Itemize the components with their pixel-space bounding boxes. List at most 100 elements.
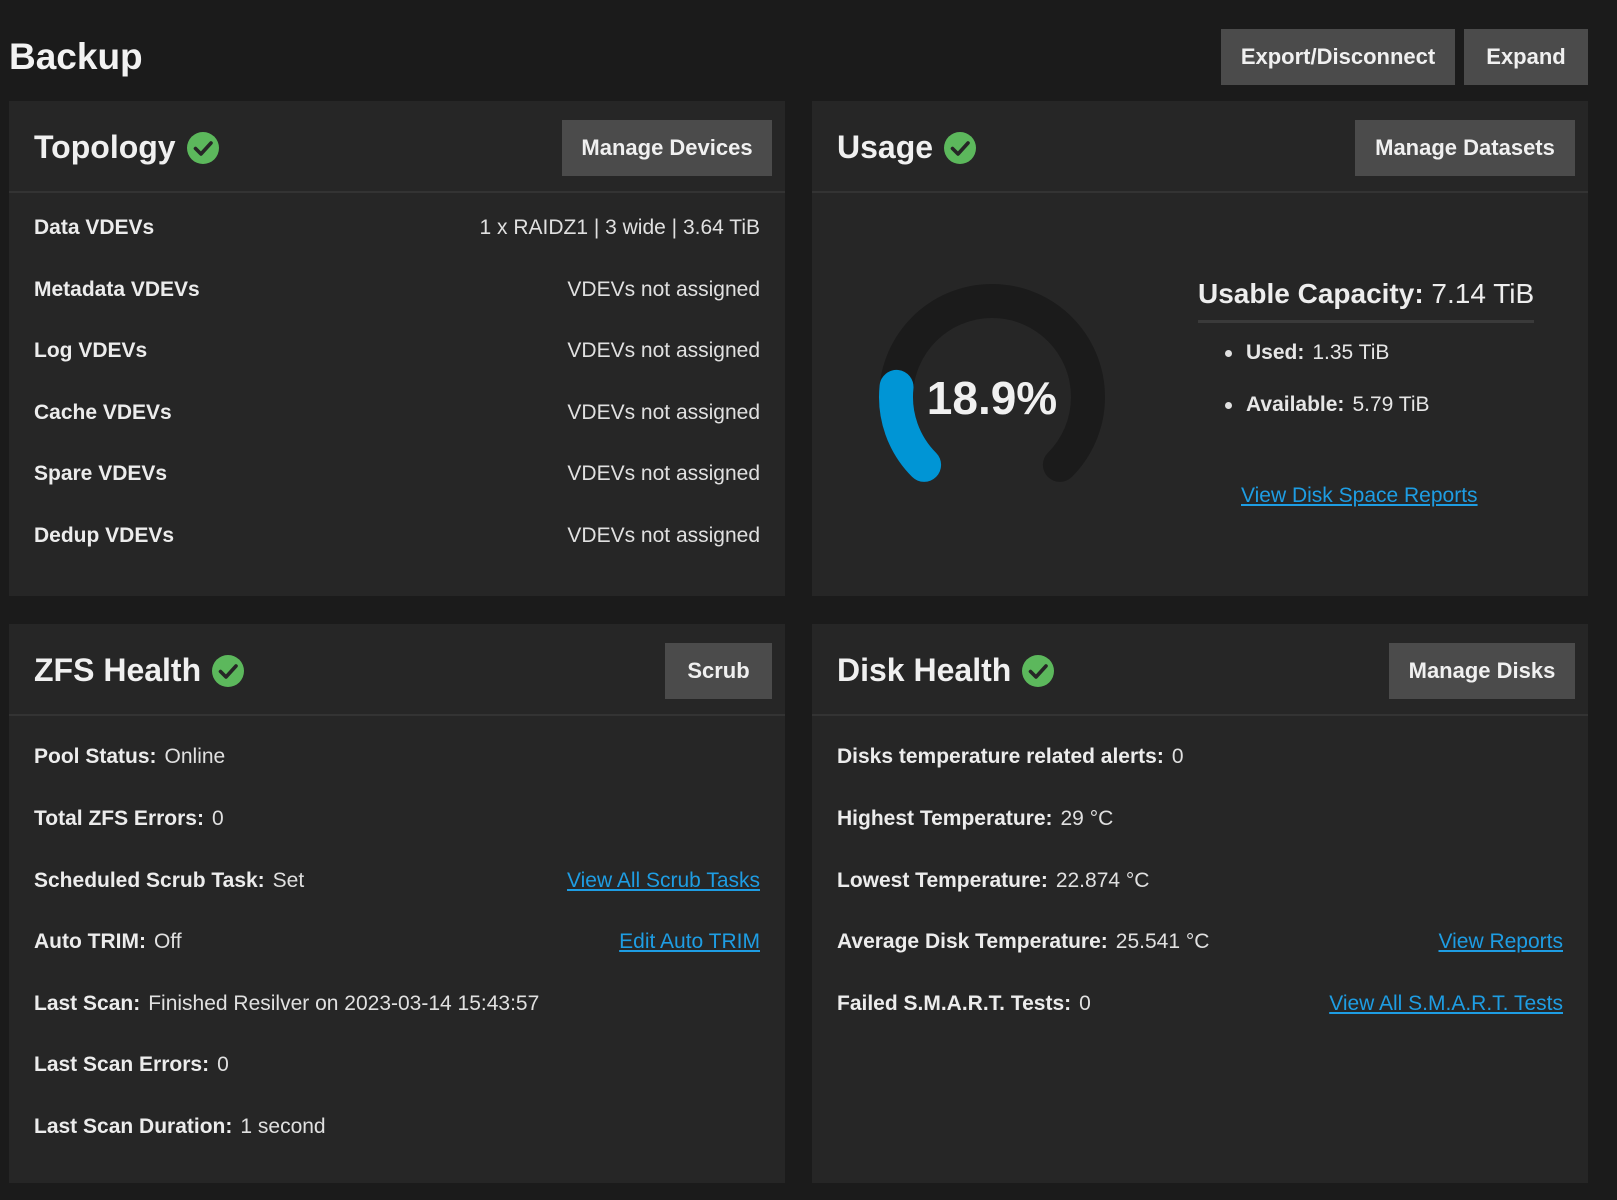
- last-scan-errors-label: Last Scan Errors:: [34, 1053, 210, 1076]
- export-disconnect-button[interactable]: Export/Disconnect: [1221, 29, 1455, 85]
- pool-status-row: Pool Status: Online: [34, 742, 760, 772]
- available-value: 5.79 TiB: [1352, 393, 1430, 416]
- disk-health-header: Disk Health Manage Disks: [812, 624, 1588, 716]
- failed-smart-row: Failed S.M.A.R.T. Tests: 0 View All S.M.…: [837, 989, 1563, 1019]
- topology-row-value: VDEVs not assigned: [567, 339, 760, 362]
- usage-header: Usage Manage Datasets: [812, 101, 1588, 193]
- temp-alerts-label: Disks temperature related alerts:: [837, 745, 1164, 768]
- check-circle-icon: [212, 654, 245, 687]
- used-label: Used:: [1246, 341, 1305, 364]
- scheduled-scrub-value: Set: [272, 869, 305, 892]
- usable-capacity: Usable Capacity: 7.14 TiB: [1198, 278, 1535, 323]
- gauge-value: [879, 369, 942, 482]
- last-scan-value: Finished Resilver on 2023-03-14 15:43:57: [148, 992, 540, 1015]
- lowest-temp-row: Lowest Temperature: 22.874 °C: [837, 866, 1563, 896]
- scrub-button[interactable]: Scrub: [665, 643, 772, 699]
- auto-trim-label: Auto TRIM:: [34, 930, 146, 953]
- check-circle-icon: [944, 131, 977, 164]
- topology-row-label: Metadata VDEVs: [34, 277, 200, 301]
- highest-temp-label: Highest Temperature:: [837, 807, 1053, 830]
- available-label: Available:: [1246, 393, 1345, 416]
- topology-row: Cache VDEVs VDEVs not assigned: [34, 398, 760, 428]
- zfs-health-title: ZFS Health: [34, 652, 245, 689]
- view-disk-space-reports-link[interactable]: View Disk Space Reports: [1241, 484, 1478, 507]
- usage-card: Usage Manage Datasets 18.9% Usable Capac…: [812, 101, 1588, 596]
- failed-smart-value: 0: [1079, 992, 1091, 1015]
- auto-trim-row: Auto TRIM: Off Edit Auto TRIM: [34, 927, 760, 957]
- usage-gauge: 18.9%: [879, 284, 1105, 482]
- edit-auto-trim-link[interactable]: Edit Auto TRIM: [619, 930, 760, 953]
- topology-header: Topology Manage Devices: [9, 101, 785, 193]
- pool-title: Backup: [9, 36, 143, 77]
- check-circle-icon: [1022, 654, 1055, 687]
- usage-title: Usage: [837, 129, 977, 166]
- manage-devices-button[interactable]: Manage Devices: [562, 120, 772, 176]
- highest-temp-value: 29 °C: [1060, 807, 1114, 830]
- bullet-icon: [1225, 401, 1232, 409]
- highest-temp-row: Highest Temperature: 29 °C: [837, 804, 1563, 834]
- auto-trim-value: Off: [153, 930, 182, 953]
- temp-alerts-row: Disks temperature related alerts: 0: [837, 742, 1563, 772]
- topology-row-value: VDEVs not assigned: [567, 462, 760, 485]
- zfs-health-header: ZFS Health Scrub: [9, 624, 785, 716]
- expand-button[interactable]: Expand: [1464, 29, 1588, 85]
- topology-row: Spare VDEVs VDEVs not assigned: [34, 459, 760, 489]
- last-scan-label: Last Scan:: [34, 992, 141, 1015]
- usable-capacity-label: Usable Capacity:: [1198, 278, 1424, 309]
- disk-health-card: Disk Health Manage Disks Disks temperatu…: [812, 624, 1588, 1183]
- average-temp-row: Average Disk Temperature: 25.541 °C View…: [837, 927, 1563, 957]
- last-scan-duration-label: Last Scan Duration:: [34, 1115, 233, 1138]
- last-scan-errors-row: Last Scan Errors: 0: [34, 1050, 760, 1080]
- average-temp-value: 25.541 °C: [1115, 930, 1210, 953]
- zfs-health-card: ZFS Health Scrub Pool Status: Online Tot…: [9, 624, 785, 1183]
- zfs-health-title-text: ZFS Health: [34, 652, 202, 688]
- topology-row-value: 1 x RAIDZ1 | 3 wide | 3.64 TiB: [479, 216, 760, 239]
- lowest-temp-value: 22.874 °C: [1055, 869, 1150, 892]
- gauge-percent-label: 18.9%: [927, 372, 1057, 424]
- total-zfs-errors-label: Total ZFS Errors:: [34, 807, 204, 830]
- view-reports-link[interactable]: View Reports: [1438, 930, 1563, 953]
- pool-status-label: Pool Status:: [34, 745, 157, 768]
- view-all-smart-tests-link[interactable]: View All S.M.A.R.T. Tests: [1329, 992, 1563, 1015]
- disk-health-title: Disk Health: [837, 652, 1055, 689]
- manage-disks-button[interactable]: Manage Disks: [1389, 643, 1575, 699]
- topology-row-value: VDEVs not assigned: [567, 523, 760, 547]
- topology-title-text: Topology: [34, 129, 176, 165]
- view-all-scrub-tasks-link[interactable]: View All Scrub Tasks: [567, 869, 760, 892]
- scheduled-scrub-row: Scheduled Scrub Task: Set View All Scrub…: [34, 866, 760, 896]
- topology-row: Metadata VDEVs VDEVs not assigned: [34, 275, 760, 305]
- topology-title: Topology: [34, 129, 219, 166]
- last-scan-duration-value: 1 second: [240, 1115, 326, 1138]
- pool-status-value: Online: [164, 745, 226, 768]
- topology-row-label: Data VDEVs: [34, 216, 155, 239]
- usable-capacity-value: 7.14 TiB: [1431, 278, 1535, 309]
- total-zfs-errors-row: Total ZFS Errors: 0: [34, 804, 760, 834]
- topology-row-label: Cache VDEVs: [34, 400, 172, 424]
- last-scan-row: Last Scan: Finished Resilver on 2023-03-…: [34, 989, 760, 1019]
- topology-row: Dedup VDEVs VDEVs not assigned: [34, 521, 760, 551]
- topology-row-label: Dedup VDEVs: [34, 523, 175, 547]
- available-item: Available: 5.79 TiB: [1225, 393, 1430, 417]
- topology-row-value: VDEVs not assigned: [567, 277, 760, 301]
- topology-card: Topology Manage Devices Data VDEVs 1 x RA…: [9, 101, 785, 596]
- average-temp-label: Average Disk Temperature:: [837, 930, 1108, 953]
- check-circle-icon: [186, 131, 219, 164]
- topology-row-label: Log VDEVs: [34, 339, 148, 362]
- topology-row-value: VDEVs not assigned: [567, 400, 760, 424]
- temp-alerts-value: 0: [1171, 745, 1184, 768]
- lowest-temp-label: Lowest Temperature:: [837, 869, 1048, 892]
- topology-row: Data VDEVs 1 x RAIDZ1 | 3 wide | 3.64 TiB: [34, 213, 760, 243]
- failed-smart-label: Failed S.M.A.R.T. Tests:: [837, 992, 1072, 1015]
- total-zfs-errors-value: 0: [211, 807, 224, 830]
- used-item: Used: 1.35 TiB: [1225, 341, 1389, 365]
- scheduled-scrub-label: Scheduled Scrub Task:: [34, 869, 265, 892]
- last-scan-duration-row: Last Scan Duration: 1 second: [34, 1112, 760, 1142]
- used-value: 1.35 TiB: [1312, 341, 1390, 364]
- manage-datasets-button[interactable]: Manage Datasets: [1355, 120, 1575, 176]
- topology-row-label: Spare VDEVs: [34, 462, 168, 485]
- last-scan-errors-value: 0: [217, 1053, 229, 1076]
- disk-health-title-text: Disk Health: [837, 652, 1012, 688]
- usage-title-text: Usage: [837, 129, 934, 165]
- bullet-icon: [1225, 349, 1232, 357]
